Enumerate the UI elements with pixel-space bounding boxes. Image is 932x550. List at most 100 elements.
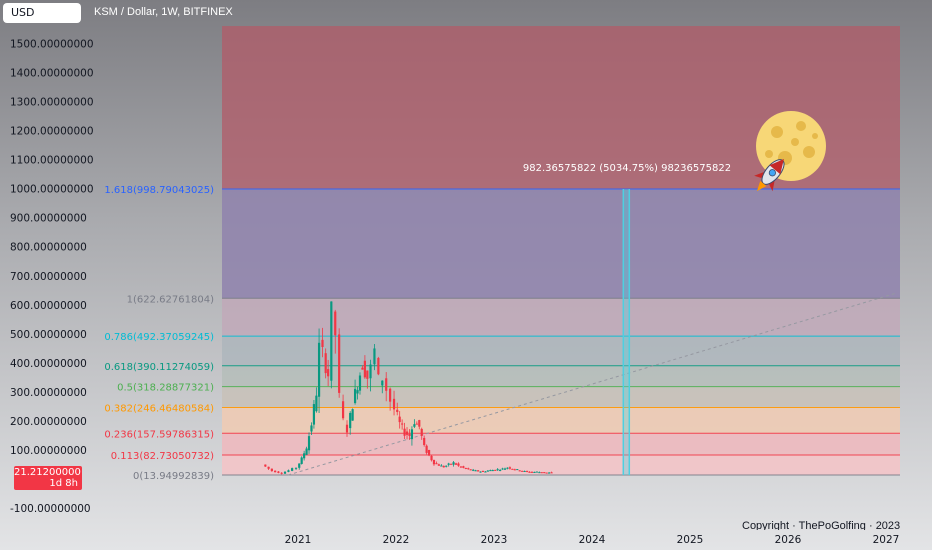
- candle-body: [508, 467, 512, 469]
- bar-countdown: 1d 8h: [49, 478, 78, 489]
- candle-body: [341, 401, 345, 419]
- candle-body: [349, 412, 352, 429]
- candle-body: [300, 457, 303, 464]
- moon-crater: [791, 138, 799, 146]
- candle-body: [533, 471, 536, 473]
- candle-body: [442, 465, 445, 468]
- candle-body: [277, 471, 280, 473]
- y-tick-label: -100.00000000: [10, 503, 91, 515]
- fib-zone-7: [222, 433, 900, 456]
- candle-body: [353, 388, 357, 404]
- candle-body: [358, 375, 362, 391]
- candle-body: [479, 471, 482, 473]
- candle-body: [457, 463, 460, 466]
- candle-body: [462, 466, 465, 468]
- y-tick-label: 900.00000000: [10, 213, 87, 225]
- copyright-text: Copyright · ThePoGolfing · 2023: [742, 520, 901, 530]
- y-tick-label: 700.00000000: [10, 271, 87, 283]
- x-tick-label: 2021: [285, 534, 312, 546]
- candle-body: [408, 434, 411, 436]
- fib-label-1.618: 1.618(998.79043025): [104, 185, 214, 196]
- candle-body: [398, 416, 401, 423]
- candle-body: [280, 472, 283, 474]
- candle-body: [312, 404, 316, 425]
- fib-label-0.236: 0.236(157.59786315): [104, 429, 214, 440]
- candle-body: [366, 370, 369, 379]
- y-tick-label: 500.00000000: [10, 329, 87, 341]
- fib-label-0.113: 0.113(82.73050732): [111, 451, 214, 462]
- rocket-flame: [756, 180, 767, 192]
- candle-body: [363, 360, 366, 378]
- y-tick-label: 1300.00000000: [10, 97, 94, 109]
- candle-body: [389, 388, 392, 402]
- trend-line: [288, 292, 896, 476]
- moon-crater: [803, 146, 815, 158]
- rocket-nose: [769, 158, 784, 175]
- candle-body: [303, 453, 306, 459]
- x-tick-label: 2026: [775, 534, 802, 546]
- candle-body: [405, 431, 409, 435]
- rocket-fins: [754, 172, 775, 192]
- candle-body: [427, 450, 431, 456]
- candle-body: [264, 464, 267, 467]
- candle-body: [454, 463, 458, 465]
- candle-body: [324, 353, 327, 374]
- x-tick-label: 2025: [677, 534, 704, 546]
- candle-body: [345, 424, 349, 433]
- moon-crater: [771, 126, 783, 138]
- candle-body: [516, 469, 519, 471]
- candle-body: [432, 459, 436, 465]
- y-tick-label: 800.00000000: [10, 242, 87, 254]
- measure-label: 982.36575822 (5034.75%) 98236575822: [523, 163, 731, 174]
- candle-body: [298, 463, 301, 468]
- currency-selector[interactable]: USD: [3, 3, 81, 23]
- x-tick-label: 2022: [383, 534, 410, 546]
- measure-band: [623, 189, 630, 476]
- fib-zone-1: [222, 189, 900, 299]
- candle-body: [338, 334, 341, 393]
- moon-crater: [812, 133, 818, 139]
- y-tick-label: 1000.00000000: [10, 184, 94, 196]
- candle-body: [481, 470, 485, 472]
- candle-body: [267, 466, 270, 469]
- candle-body: [464, 467, 467, 469]
- candle-body: [437, 464, 440, 466]
- candle-body: [430, 455, 433, 461]
- candle-body: [310, 425, 313, 432]
- y-tick-label: 1500.00000000: [10, 38, 94, 50]
- fib-zone-4: [222, 365, 900, 387]
- candle-body: [413, 424, 416, 427]
- candle-body: [410, 429, 414, 440]
- candle-body: [425, 445, 428, 453]
- candle-body: [377, 357, 380, 375]
- candle-body: [294, 467, 298, 469]
- candle-body: [506, 467, 509, 469]
- candle-body: [518, 470, 521, 472]
- candle-body: [415, 423, 418, 425]
- candle-body: [396, 409, 399, 412]
- fib-zone-8: [222, 455, 900, 476]
- candle-body: [381, 380, 384, 386]
- candle-body: [274, 470, 277, 473]
- candle-body: [523, 470, 526, 472]
- candle-body: [540, 472, 543, 474]
- last-price-tag: 21.21200000 1d 8h: [14, 466, 82, 490]
- fib-label-0.5: 0.5(318.28877321): [117, 383, 214, 394]
- candle-body: [283, 471, 287, 474]
- fib-label-0.786: 0.786(492.37059245): [104, 332, 214, 343]
- candle-body: [307, 436, 311, 451]
- candle-body: [494, 469, 497, 471]
- candle-body: [452, 462, 455, 465]
- candle-body: [330, 301, 333, 381]
- candle-body: [476, 470, 480, 472]
- candle-body: [270, 468, 273, 472]
- fib-label-0.618: 0.618(390.11274059): [104, 362, 214, 373]
- candle-body: [489, 470, 492, 472]
- y-tick-label: 1100.00000000: [10, 155, 94, 167]
- candle-body: [472, 469, 475, 471]
- candle-body: [361, 367, 364, 370]
- y-tick-label: 600.00000000: [10, 300, 87, 312]
- candle-body: [513, 469, 516, 471]
- candle-body: [373, 348, 376, 365]
